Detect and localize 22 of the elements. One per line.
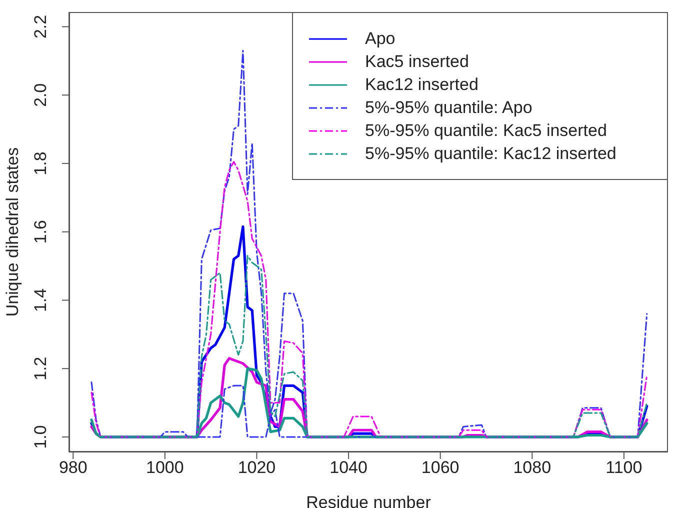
legend-label: 5%-95% quantile: Kac5 inserted [365, 120, 607, 140]
x-tick-label: 1000 [146, 458, 184, 478]
y-tick-label: 1.8 [31, 152, 50, 176]
y-tick-label: 1.6 [31, 220, 50, 244]
x-tick-label: 1100 [606, 458, 642, 478]
legend-label: Kac5 inserted [365, 52, 469, 72]
legend-label: 5%-95% quantile: Apo [365, 98, 532, 118]
y-axis-title: Unique dihedral states [3, 147, 22, 317]
x-tick-label: 1060 [421, 458, 460, 478]
y-tick-label: 1.2 [31, 356, 50, 380]
y-tick-label: 1.0 [31, 425, 50, 449]
x-tick-label: 1040 [330, 458, 368, 478]
y-tick-label: 2.2 [31, 14, 50, 39]
y-tick-label: 1.4 [31, 288, 50, 312]
x-axis-title: Residue number [306, 493, 432, 508]
y-tick-label: 2.0 [31, 83, 50, 107]
x-tick-label: 1020 [238, 458, 276, 478]
legend-label: 5%-95% quantile: Kac12 inserted [365, 144, 616, 164]
x-tick-label: 1080 [513, 458, 552, 478]
legend-label: Kac12 inserted [365, 74, 478, 94]
legend-label: Apo [365, 28, 396, 48]
x-tick-label: 980 [58, 458, 88, 478]
